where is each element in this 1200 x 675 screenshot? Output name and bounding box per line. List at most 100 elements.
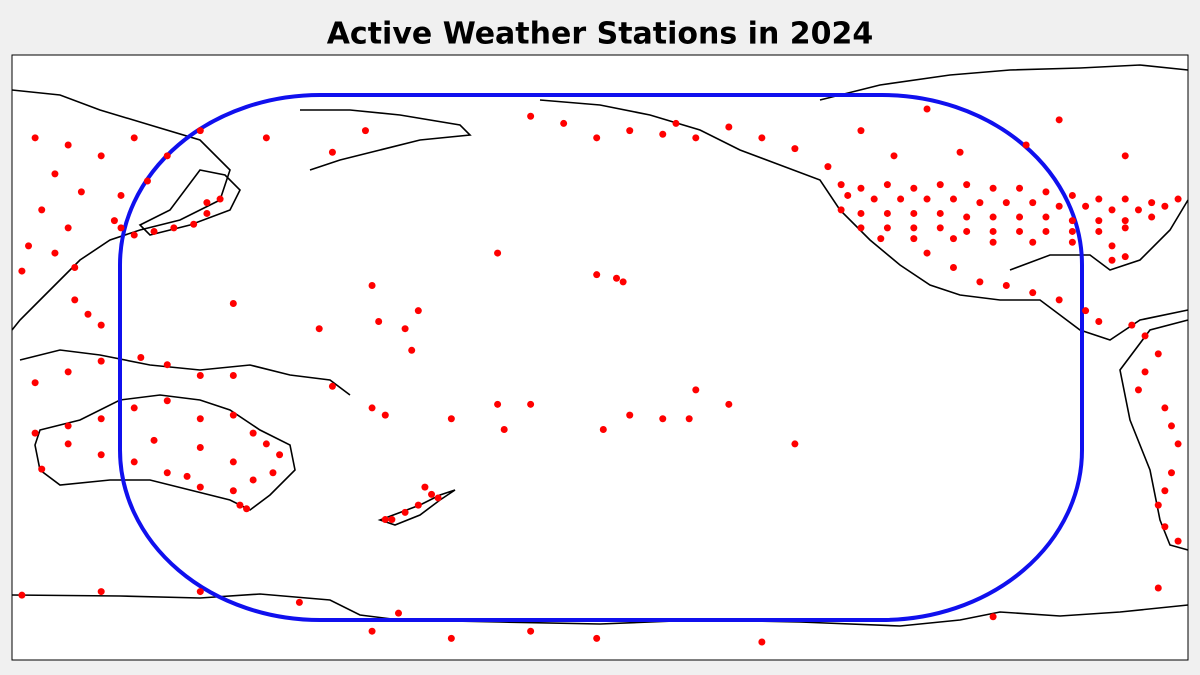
station-point (269, 469, 277, 477)
station-point (1121, 217, 1129, 225)
station-point (725, 123, 733, 131)
station-point (494, 249, 502, 257)
station-point (117, 191, 125, 199)
station-point (434, 494, 442, 502)
station-point (1161, 202, 1169, 210)
station-point (883, 209, 891, 217)
station-point (1108, 256, 1116, 264)
station-point (64, 368, 72, 376)
station-point (1055, 116, 1063, 124)
station-point (25, 242, 33, 250)
station-point (361, 127, 369, 135)
station-point (613, 274, 621, 282)
station-point (130, 231, 138, 239)
station-point (229, 299, 237, 307)
station-point (1167, 469, 1175, 477)
station-point (64, 440, 72, 448)
station-point (626, 411, 634, 419)
station-point (1121, 253, 1129, 261)
coastline (1009, 199, 1189, 271)
station-point (976, 278, 984, 286)
station-point (368, 627, 376, 635)
station-point (593, 134, 601, 142)
station-point (989, 613, 997, 621)
station-point (857, 127, 865, 135)
station-point (216, 195, 224, 203)
region-outline (118, 93, 1084, 622)
station-point (659, 415, 667, 423)
station-point (97, 152, 105, 160)
station-point (1029, 199, 1037, 207)
station-point (1068, 227, 1076, 235)
station-point (791, 440, 799, 448)
coastline (300, 109, 472, 171)
station-point (51, 249, 59, 257)
station-point (1016, 213, 1024, 221)
station-point (1068, 191, 1076, 199)
station-point (196, 483, 204, 491)
map-frame (11, 54, 1189, 661)
station-point (1029, 238, 1037, 246)
station-point (137, 354, 145, 361)
station-point (38, 206, 46, 214)
station-point (388, 516, 396, 524)
station-point (870, 195, 878, 203)
station-point (1161, 523, 1169, 531)
station-point (64, 141, 72, 149)
station-point (963, 213, 971, 221)
station-point (130, 134, 138, 142)
station-point (949, 263, 957, 271)
station-point (1174, 195, 1182, 203)
station-point (956, 148, 964, 156)
station-point (1022, 141, 1030, 149)
station-point (117, 224, 125, 232)
station-point (1055, 202, 1063, 210)
station-point (824, 163, 832, 171)
station-point (203, 209, 211, 217)
station-point (249, 429, 257, 437)
station-point (910, 224, 918, 232)
station-point (897, 195, 905, 203)
station-point (1095, 195, 1103, 203)
station-point (976, 199, 984, 207)
station-point (401, 325, 409, 333)
station-point (949, 235, 957, 243)
station-point (1082, 202, 1090, 210)
station-point (1042, 227, 1050, 235)
coastline (11, 593, 1189, 627)
station-point (725, 400, 733, 408)
station-point (414, 501, 422, 509)
station-point (1082, 307, 1090, 315)
coastline (19, 349, 351, 396)
station-point (315, 325, 323, 333)
coastline (819, 64, 1189, 101)
station-point (791, 145, 799, 153)
station-point (857, 224, 865, 232)
station-point (1108, 206, 1116, 214)
station-point (685, 415, 693, 423)
station-point (989, 213, 997, 221)
station-point (408, 346, 416, 354)
station-point (1016, 184, 1024, 192)
station-point (394, 609, 402, 617)
station-point (31, 429, 39, 437)
station-point (183, 472, 191, 480)
station-point (1002, 281, 1010, 289)
station-point (1108, 242, 1116, 250)
station-point (883, 181, 891, 189)
station-point (494, 400, 502, 408)
station-point (758, 638, 766, 646)
station-point (190, 220, 198, 228)
station-point (1134, 386, 1142, 394)
station-point (626, 127, 634, 135)
station-point (593, 271, 601, 279)
station-point (936, 224, 944, 232)
station-point (229, 458, 237, 466)
station-point (196, 127, 204, 135)
station-point (936, 181, 944, 189)
station-point (936, 209, 944, 217)
station-point (1167, 422, 1175, 430)
station-point (18, 591, 26, 599)
coastline (11, 89, 231, 331)
